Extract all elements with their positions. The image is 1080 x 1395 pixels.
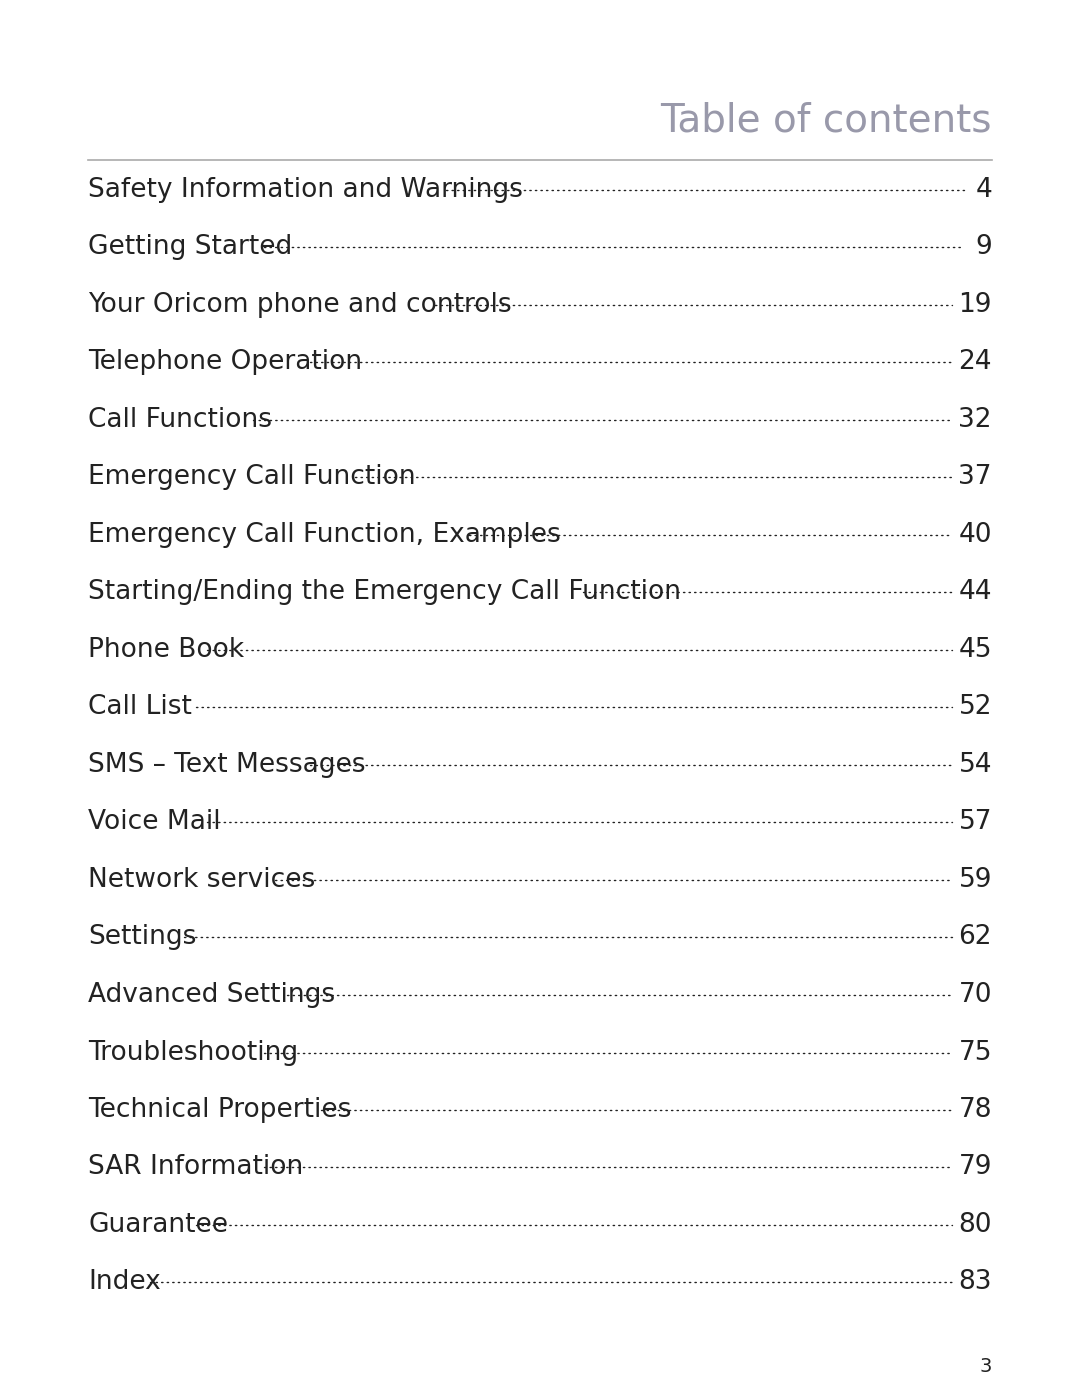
Text: Emergency Call Function: Emergency Call Function: [87, 465, 416, 491]
Text: Call Functions: Call Functions: [87, 407, 272, 432]
Text: Starting/Ending the Emergency Call Function: Starting/Ending the Emergency Call Funct…: [87, 579, 681, 605]
Text: Table of contents: Table of contents: [661, 102, 993, 140]
Text: Settings: Settings: [87, 925, 197, 950]
Text: Call List: Call List: [87, 695, 192, 720]
Text: 78: 78: [959, 1096, 993, 1123]
Text: 62: 62: [959, 925, 993, 950]
Text: Telephone Operation: Telephone Operation: [87, 350, 362, 375]
Text: 44: 44: [959, 579, 993, 605]
Text: 3: 3: [980, 1357, 993, 1377]
Text: 19: 19: [959, 292, 993, 318]
Text: Voice Mail: Voice Mail: [87, 809, 220, 836]
Text: 4: 4: [975, 177, 993, 204]
Text: 32: 32: [959, 407, 993, 432]
Text: 24: 24: [959, 350, 993, 375]
Text: 54: 54: [959, 752, 993, 778]
Text: Safety Information and Warnings: Safety Information and Warnings: [87, 177, 523, 204]
Text: Network services: Network services: [87, 868, 315, 893]
Text: Getting Started: Getting Started: [87, 234, 293, 261]
Text: Guarantee: Guarantee: [87, 1212, 228, 1237]
Text: 57: 57: [959, 809, 993, 836]
Text: Your Oricom phone and controls: Your Oricom phone and controls: [87, 292, 512, 318]
Text: SMS – Text Messages: SMS – Text Messages: [87, 752, 365, 778]
Text: 59: 59: [959, 868, 993, 893]
Text: SAR Information: SAR Information: [87, 1155, 303, 1180]
Text: Emergency Call Function, Examples: Emergency Call Function, Examples: [87, 522, 561, 548]
Text: Index: Index: [87, 1269, 161, 1296]
Text: Troubleshooting: Troubleshooting: [87, 1039, 298, 1066]
Text: 52: 52: [959, 695, 993, 720]
Text: 70: 70: [959, 982, 993, 1009]
Text: 79: 79: [959, 1155, 993, 1180]
Text: 83: 83: [959, 1269, 993, 1296]
Text: 45: 45: [959, 638, 993, 663]
Text: 80: 80: [959, 1212, 993, 1237]
Text: Technical Properties: Technical Properties: [87, 1096, 351, 1123]
Text: 9: 9: [975, 234, 993, 261]
Text: 37: 37: [959, 465, 993, 491]
Text: Advanced Settings: Advanced Settings: [87, 982, 335, 1009]
Text: 40: 40: [959, 522, 993, 548]
Text: Phone Book: Phone Book: [87, 638, 244, 663]
Text: 75: 75: [959, 1039, 993, 1066]
